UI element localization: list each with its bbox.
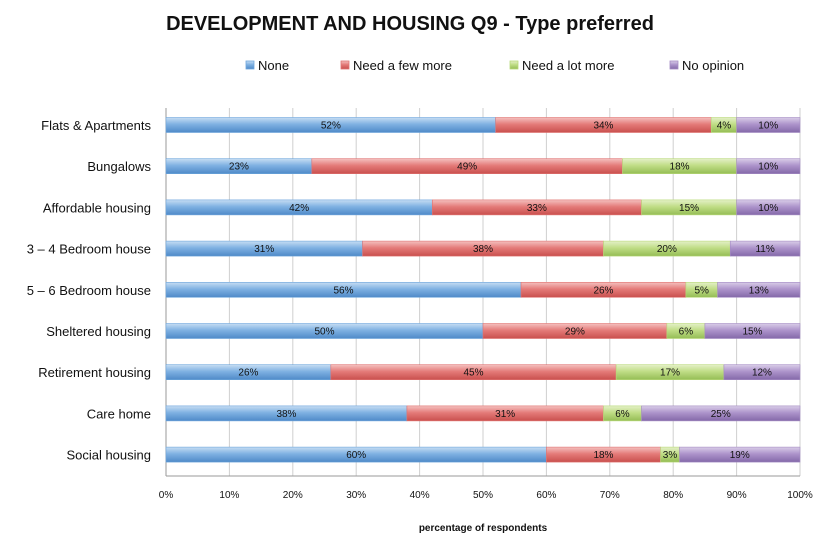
data-label: 15% [679, 203, 699, 214]
data-label: 3% [663, 450, 678, 461]
legend-item: Need a few more [340, 58, 452, 73]
x-tick-label: 90% [727, 490, 747, 501]
data-label: 26% [593, 285, 613, 296]
data-label: 56% [334, 285, 354, 296]
bar-segment [729, 240, 801, 257]
data-label: 34% [593, 121, 613, 132]
data-label: 52% [321, 121, 341, 132]
bar-segment [717, 281, 801, 298]
legend-label: Need a lot more [522, 58, 615, 73]
data-label: 12% [752, 368, 772, 379]
bars: 52% 34% 4% 10% 23% 49% 18% 10% 42% 33% 15% 10% 31% 38… [165, 117, 801, 463]
category-label: Bungalows [87, 159, 151, 174]
x-tick-label: 70% [600, 490, 620, 501]
legend-swatch [509, 60, 519, 70]
data-label: 15% [742, 327, 762, 338]
x-tick-label: 20% [283, 490, 303, 501]
data-label: 29% [565, 327, 585, 338]
legend-item: No opinion [669, 58, 744, 73]
data-label: 60% [346, 450, 366, 461]
bar-segment [736, 158, 801, 174]
category-label: Care home [87, 406, 151, 421]
data-label: 45% [463, 368, 483, 379]
data-label: 10% [758, 121, 778, 132]
chart-title: DEVELOPMENT AND HOUSING Q9 - Type prefer… [166, 13, 654, 35]
category-label: Sheltered housing [46, 324, 151, 339]
x-tick-label: 80% [663, 490, 683, 501]
bar-segment [641, 405, 801, 422]
legend-label: None [258, 58, 289, 73]
legend-swatch [669, 60, 679, 70]
category-label: Retirement housing [38, 365, 151, 380]
bar-segment [736, 117, 801, 133]
x-tick-label: 50% [473, 490, 493, 501]
data-label: 42% [289, 203, 309, 214]
data-label: 33% [527, 203, 547, 214]
legend-label: No opinion [682, 58, 744, 73]
x-tick-label: 60% [536, 490, 556, 501]
x-tick-label: 0% [159, 490, 174, 501]
bar-segment [679, 446, 801, 463]
data-label: 20% [657, 244, 677, 255]
data-label: 13% [749, 285, 769, 296]
x-tick-label: 100% [787, 490, 813, 501]
x-tick-label: 10% [219, 490, 239, 501]
bar-segment [704, 323, 801, 339]
data-label: 38% [473, 244, 493, 255]
data-label: 25% [711, 409, 731, 420]
data-label: 17% [660, 368, 680, 379]
data-label: 31% [495, 409, 515, 420]
data-label: 26% [238, 368, 258, 379]
data-label: 50% [314, 327, 334, 338]
x-axis-ticks: 0% 10% 20% 30% 40% 50% 60% 70% 80% 90% 100% [159, 490, 813, 501]
legend: None Need a few more Need a lot more No opi… [245, 58, 744, 73]
legend-item: Need a lot more [509, 58, 615, 73]
legend-swatch [340, 60, 350, 70]
data-label: 6% [679, 327, 694, 338]
data-label: 18% [593, 450, 613, 461]
data-label: 5% [695, 285, 710, 296]
legend-swatch [245, 60, 255, 70]
data-label: 11% [755, 244, 774, 255]
bar-segment [736, 199, 801, 216]
data-label: 19% [730, 450, 750, 461]
data-label: 31% [254, 244, 274, 255]
category-label: Flats & Apartments [41, 118, 151, 133]
data-label: 38% [276, 409, 296, 420]
legend-item: None [245, 58, 289, 73]
data-label: 23% [229, 162, 249, 173]
x-tick-label: 30% [346, 490, 366, 501]
category-labels: Flats & Apartments Bungalows Affordable ho… [27, 118, 152, 463]
data-label: 10% [758, 203, 778, 214]
category-label: 3 – 4 Bedroom house [27, 242, 151, 257]
data-label: 6% [615, 409, 630, 420]
data-label: 49% [457, 162, 477, 173]
category-label: 5 – 6 Bedroom house [27, 283, 151, 298]
category-label: Affordable housing [43, 200, 151, 215]
x-axis-label: percentage of respondents [419, 523, 548, 534]
category-label: Social housing [66, 448, 151, 463]
x-tick-label: 40% [410, 490, 430, 501]
data-label: 10% [758, 162, 778, 173]
data-label: 4% [717, 121, 732, 132]
bar-segment [723, 364, 801, 381]
legend-label: Need a few more [353, 58, 452, 73]
data-label: 18% [670, 162, 690, 173]
